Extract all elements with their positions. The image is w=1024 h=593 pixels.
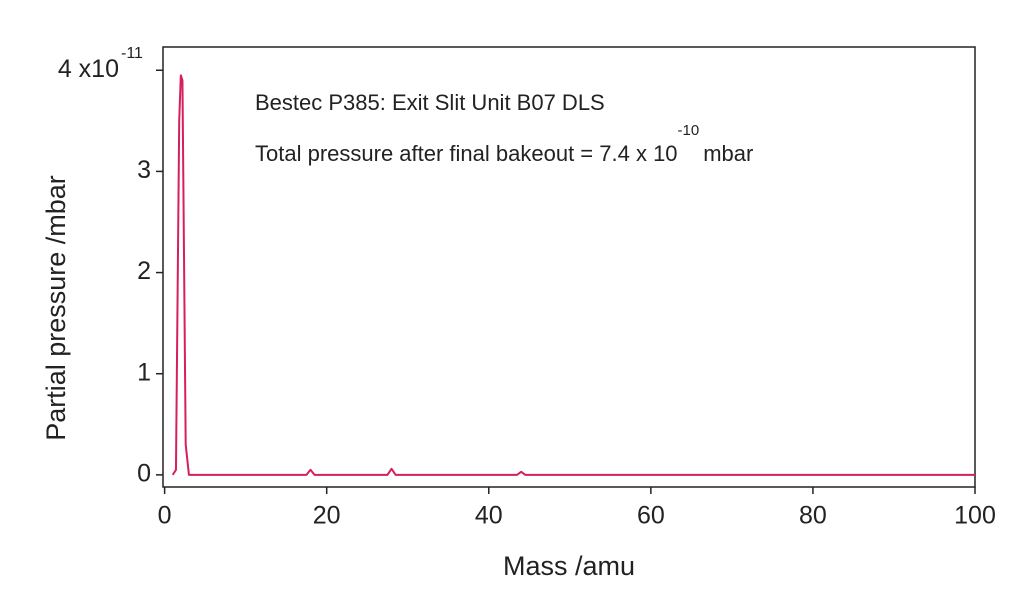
x-tick-label: 100 bbox=[954, 502, 996, 530]
x-tick-label: 20 bbox=[313, 502, 341, 530]
y-axis-label: Partial pressure /mbar bbox=[41, 175, 71, 441]
x-tick-label: 40 bbox=[475, 502, 503, 530]
y-exponent: -11 bbox=[121, 45, 143, 62]
x-tick-label: 60 bbox=[637, 502, 665, 530]
y-tick-label: 0 bbox=[137, 459, 151, 487]
annotation-exponent: -10 bbox=[678, 122, 700, 139]
y-tick-label: 3 bbox=[137, 156, 151, 184]
plot-frame bbox=[162, 46, 976, 488]
y-tick-label: 4 x10 bbox=[58, 55, 119, 83]
x-tick-label: 0 bbox=[158, 502, 172, 530]
y-tick-label: 2 bbox=[137, 257, 151, 285]
data-line bbox=[171, 74, 975, 476]
annotation: Total pressure after final bakeout = 7.4… bbox=[255, 122, 753, 166]
annotation-unit: mbar bbox=[703, 141, 753, 166]
annotation-text: Total pressure after final bakeout = 7.4… bbox=[255, 141, 678, 166]
annotation: Bestec P385: Exit Slit Unit B07 DLS bbox=[255, 90, 605, 115]
x-axis-label: Mass /amu bbox=[503, 551, 635, 581]
y-tick-label: 1 bbox=[137, 358, 151, 386]
x-tick-label: 80 bbox=[799, 502, 827, 530]
